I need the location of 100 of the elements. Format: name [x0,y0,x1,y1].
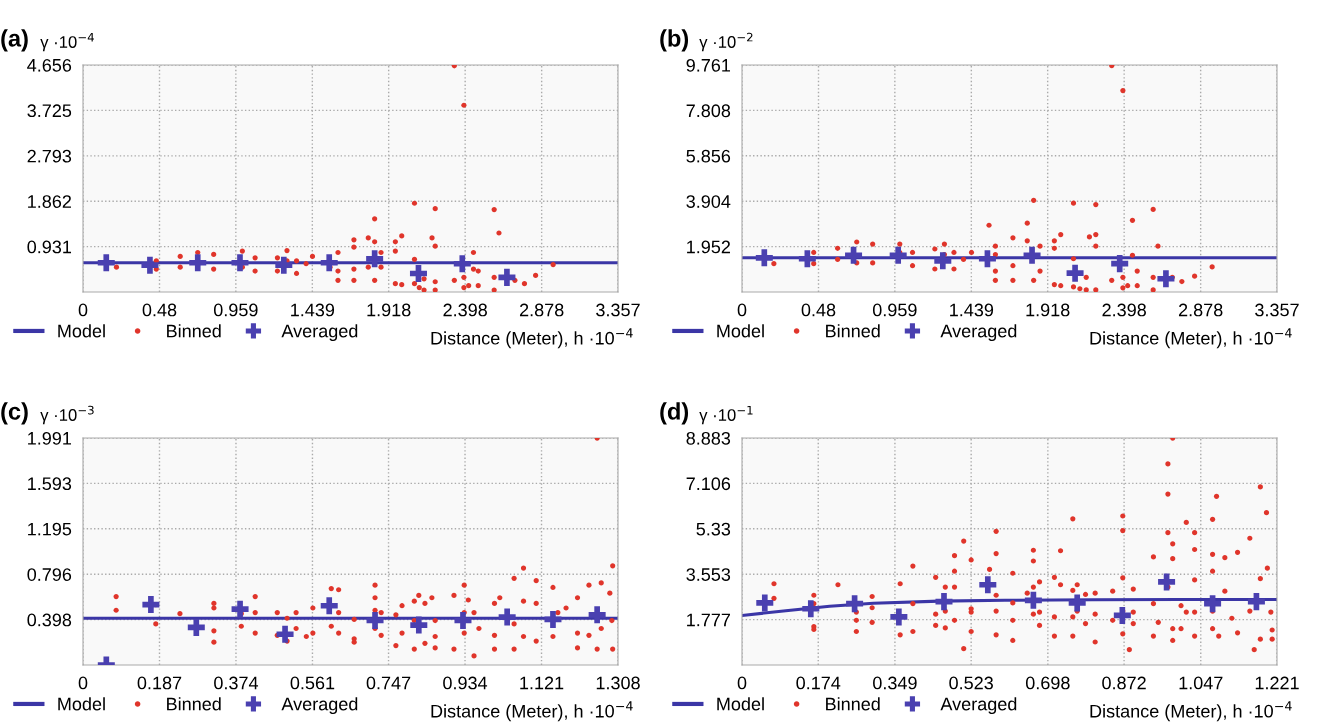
x-tick-label: 0.747 [366,676,411,690]
y-axis-title: γ ·10$^{−2}$ [699,32,753,52]
y-tick-label: 1.862 [28,195,71,208]
point [802,600,820,618]
x-tick-label: 0.374 [214,676,259,690]
point [588,606,606,624]
point [1023,246,1041,264]
x-tick-label: 0.934 [443,676,488,690]
point [798,250,816,268]
point [1204,595,1222,613]
point [544,610,562,628]
point [142,596,160,614]
legend-label: Averaged [940,697,1017,715]
legend-label: Binned [826,324,880,338]
y-tick-label: 1.195 [28,522,72,536]
legend-label: Averaged [281,324,358,342]
y-tick-label: 3.553 [686,568,731,581]
point [1111,255,1129,273]
legend-label: Model [717,324,764,338]
y-tick-label: 1.991 [28,431,72,445]
legend-label: Averaged [281,697,358,715]
point [935,593,953,611]
point [454,612,472,630]
x-tick-label: 0 [737,676,747,690]
y-axis-title: γ ·10$^{−1}$ [699,405,753,425]
x-tick-label: 1.221 [1255,676,1299,690]
x-tick-label: 0 [78,676,88,690]
legend-label: Model [58,697,105,711]
point [979,576,997,594]
x-tick-label: 1.047 [1179,676,1223,690]
x-tick-label: 1.439 [950,303,994,317]
point [1157,270,1175,288]
x-axis-title: Distance (Meter), h ·10$^{−4}$ [431,328,633,349]
y-tick-label: 3.904 [686,195,731,208]
x-tick-label: 0.523 [949,676,993,690]
point [1247,593,1265,611]
x-tick-label: 3.357 [596,303,640,317]
x-tick-label: 1.918 [1026,303,1070,317]
x-axis-title: Distance (Meter), h ·10$^{−4}$ [1090,328,1292,349]
point [187,618,205,636]
x-tick-label: 0.561 [290,676,335,690]
x-tick-label: 1.918 [367,303,411,317]
x-tick-label: 2.878 [1178,303,1223,317]
point [1066,264,1084,282]
legend-label: Binned [167,324,221,338]
y-axis-title: γ ·10$^{−4}$ [40,32,94,52]
y-tick-label: 4.656 [27,58,72,72]
x-tick-label: 2.878 [519,303,564,317]
x-tick-label: 0.698 [1025,676,1070,690]
chart-title: (c) [1,402,28,425]
point [756,594,774,612]
legend-label: Binned [826,697,880,711]
y-tick-label: 5.33 [696,522,731,536]
y-tick-label: 2.793 [27,149,72,163]
x-tick-label: 3.357 [1255,303,1299,317]
x-tick-label: 0.48 [142,303,177,317]
x-tick-label: 0.48 [801,303,836,317]
point [1158,573,1176,591]
legend-label: Averaged [940,324,1017,342]
legend-label: Model [717,697,764,711]
y-axis-title: γ ·10$^{−3}$ [40,405,94,425]
y-tick-label: 7.106 [686,477,731,491]
point [320,597,338,615]
point [846,595,864,613]
point [498,608,516,626]
point [845,246,863,264]
x-tick-label: 0.872 [1102,676,1146,690]
point [1068,594,1086,612]
y-tick-label: 9.761 [686,58,731,72]
point [889,246,907,264]
x-tick-label: 0.349 [873,676,917,690]
legend-label: Binned [167,697,221,711]
x-tick-label: 0 [737,303,747,317]
legend-label: Model [58,324,105,338]
point [276,625,294,643]
point [231,600,249,618]
chart-title: (b) [660,29,689,52]
y-tick-label: 8.883 [686,431,731,445]
x-tick-label: 0.959 [872,303,917,317]
x-tick-label: 1.308 [596,676,640,690]
y-tick-label: 1.952 [687,240,730,254]
y-tick-label: 5.856 [686,149,731,163]
x-tick-label: 0.187 [137,676,182,690]
y-tick-label: 0.931 [27,240,72,254]
x-tick-label: 0 [78,303,88,317]
x-tick-label: 2.398 [1102,303,1146,317]
y-tick-label: 0.398 [27,613,72,627]
y-tick-label: 7.808 [686,104,731,118]
y-tick-label: 1.593 [28,477,72,491]
point [1113,606,1131,624]
x-tick-label: 2.398 [443,303,487,317]
point [755,249,773,267]
x-tick-label: 1.121 [520,676,564,690]
point [978,250,996,268]
chart-title: (d) [660,402,689,425]
point [1024,591,1042,609]
y-tick-label: 3.725 [27,104,72,118]
point [934,252,952,270]
x-tick-label: 0.959 [213,303,258,317]
point [890,608,908,626]
